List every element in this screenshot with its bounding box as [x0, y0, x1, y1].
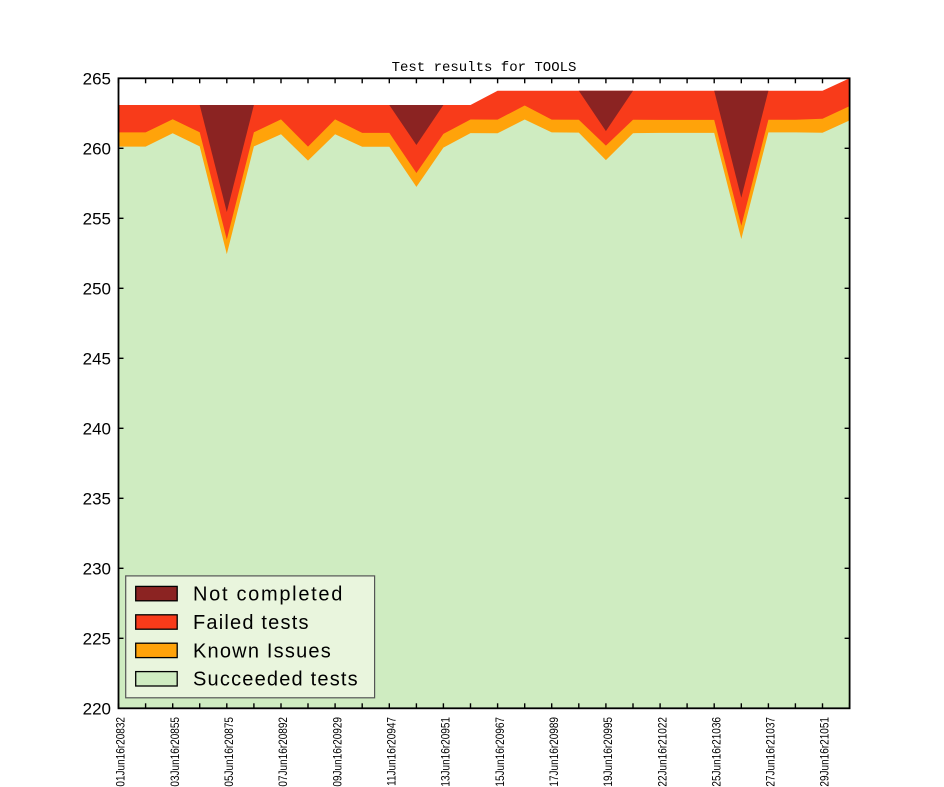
svg-text:09Jun16r20929: 09Jun16r20929	[332, 717, 345, 787]
svg-text:250: 250	[83, 279, 111, 298]
svg-text:29Jun16r21051: 29Jun16r21051	[819, 717, 832, 787]
svg-text:245: 245	[83, 349, 111, 368]
svg-text:25Jun16r21036: 25Jun16r21036	[711, 717, 724, 787]
svg-text:230: 230	[83, 559, 111, 578]
svg-text:27Jun16r21037: 27Jun16r21037	[765, 717, 778, 787]
svg-text:03Jun16r20855: 03Jun16r20855	[169, 717, 182, 787]
svg-text:17Jun16r20989: 17Jun16r20989	[548, 717, 561, 787]
svg-text:240: 240	[83, 419, 111, 438]
svg-text:260: 260	[83, 139, 111, 158]
svg-text:07Jun16r20892: 07Jun16r20892	[277, 717, 290, 787]
svg-text:13Jun16r20951: 13Jun16r20951	[440, 717, 453, 787]
svg-text:255: 255	[83, 209, 111, 228]
svg-text:22Jun16r21022: 22Jun16r21022	[657, 717, 670, 787]
svg-text:265: 265	[83, 69, 111, 88]
svg-text:05Jun16r20875: 05Jun16r20875	[223, 717, 236, 787]
svg-text:Known Issues: Known Issues	[193, 640, 332, 662]
svg-text:235: 235	[83, 489, 111, 508]
svg-text:Test results for TOOLS: Test results for TOOLS	[392, 60, 577, 76]
svg-text:Not completed: Not completed	[193, 584, 344, 606]
svg-text:19Jun16r20995: 19Jun16r20995	[602, 717, 615, 787]
svg-text:15Jun16r20967: 15Jun16r20967	[494, 717, 507, 787]
svg-text:220: 220	[83, 699, 111, 718]
svg-text:Failed tests: Failed tests	[193, 612, 310, 634]
svg-text:11Jun16r20947: 11Jun16r20947	[386, 717, 399, 786]
svg-text:Succeeded tests: Succeeded tests	[193, 669, 359, 691]
svg-text:01Jun16r20832: 01Jun16r20832	[115, 717, 128, 787]
svg-text:225: 225	[83, 629, 111, 648]
